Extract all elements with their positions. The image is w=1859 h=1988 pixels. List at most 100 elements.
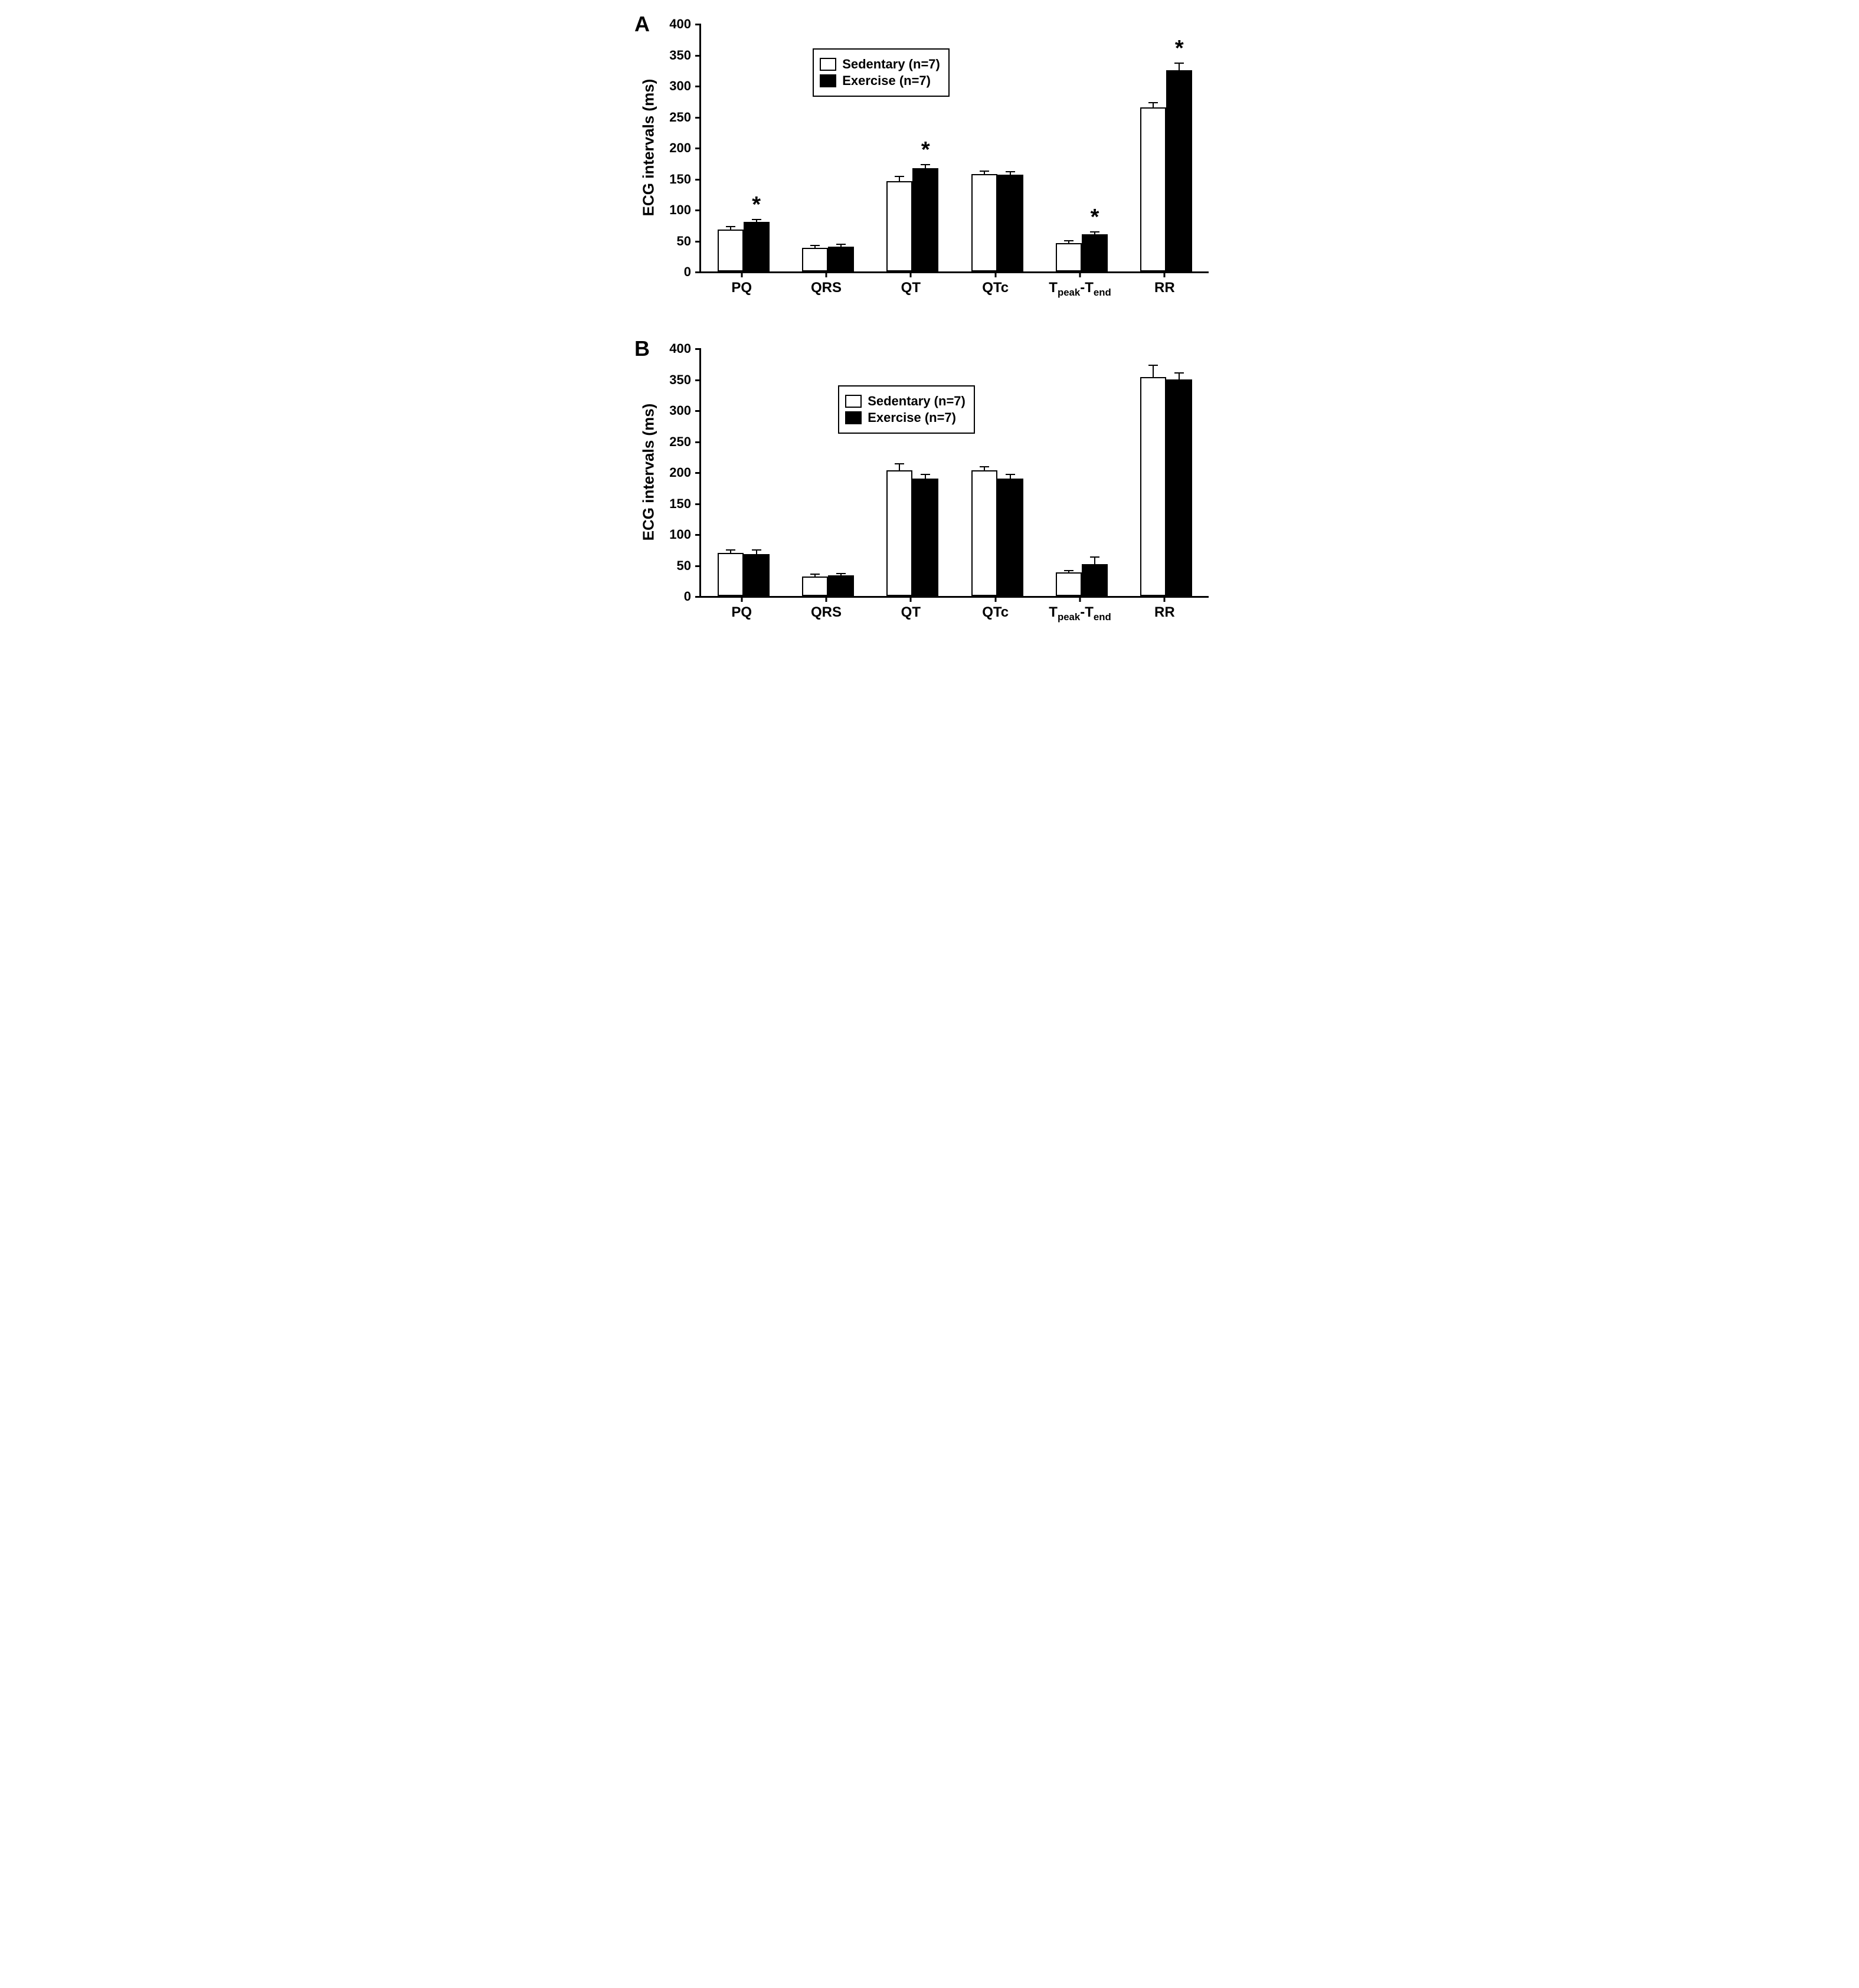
y-tick-label: 50 (677, 558, 691, 574)
significance-marker: * (752, 192, 761, 218)
sedentary-error-cap (895, 176, 904, 177)
significance-marker: * (1091, 205, 1099, 230)
y-tick-label: 0 (684, 589, 691, 604)
x-tick-mark (741, 271, 742, 277)
exercise-error-cap (836, 573, 846, 574)
bar-exercise (828, 247, 854, 271)
bar-sedentary (971, 470, 997, 596)
legend-text: Exercise (n=7) (868, 410, 956, 425)
panel-A: AECG intervals (ms)050100150200250300350… (634, 12, 1225, 319)
y-tick-label: 0 (684, 264, 691, 280)
exercise-error-cap (1174, 372, 1184, 374)
legend-row: Exercise (n=7) (820, 73, 940, 89)
sedentary-error-stem (984, 172, 985, 174)
x-category-label: Tpeak-Tend (1049, 604, 1111, 623)
sedentary-error-stem (730, 227, 731, 229)
y-tick-label: 100 (669, 202, 691, 218)
bar-exercise (744, 554, 770, 596)
exercise-error-cap (1006, 171, 1015, 172)
sedentary-error-stem (1153, 366, 1154, 377)
exercise-error-cap (836, 244, 846, 245)
exercise-error-cap (1090, 556, 1099, 558)
bar-exercise (1082, 564, 1108, 596)
legend-row: Exercise (n=7) (845, 410, 965, 425)
sedentary-error-cap (1064, 570, 1073, 571)
legend: Sedentary (n=7)Exercise (n=7) (838, 385, 975, 434)
exercise-error-stem (840, 574, 842, 575)
bar-sedentary (1140, 107, 1166, 271)
sedentary-error-cap (895, 463, 904, 464)
bar-sedentary (802, 248, 828, 271)
x-tick-mark (910, 271, 912, 277)
x-tick-mark (1079, 596, 1081, 602)
bars-layer: **** (701, 24, 1209, 271)
exercise-error-stem (840, 245, 842, 247)
x-tick-mark (1079, 271, 1081, 277)
sedentary-error-stem (1068, 241, 1069, 243)
x-tick-mark (1164, 271, 1166, 277)
sedentary-error-stem (1068, 571, 1069, 572)
legend-text: Sedentary (n=7) (868, 394, 965, 409)
x-category-label: PQ (731, 280, 752, 296)
sedentary-error-stem (814, 246, 816, 248)
y-tick-label: 300 (669, 78, 691, 94)
sedentary-error-stem (814, 575, 816, 577)
x-labels: PQQRSQTQTcTpeak-TendRR (699, 276, 1207, 312)
x-tick-mark (994, 596, 996, 602)
y-tick-label: 400 (669, 17, 691, 32)
exercise-error-cap (1090, 231, 1099, 232)
y-ticks: 050100150200250300350400 (634, 24, 699, 271)
y-tick-label: 400 (669, 341, 691, 356)
legend-text: Exercise (n=7) (842, 73, 931, 89)
legend-swatch (845, 411, 862, 424)
sedentary-error-cap (810, 245, 820, 246)
exercise-error-cap (921, 474, 930, 475)
exercise-error-stem (925, 165, 926, 168)
x-category-label: QT (901, 604, 921, 621)
bar-exercise (1166, 379, 1192, 597)
exercise-error-stem (1094, 558, 1095, 565)
x-category-label: RR (1154, 604, 1175, 621)
panel-B: BECG intervals (ms)050100150200250300350… (634, 336, 1225, 643)
sedentary-error-cap (1148, 102, 1158, 103)
sedentary-error-cap (1148, 365, 1158, 366)
legend-row: Sedentary (n=7) (845, 394, 965, 409)
significance-marker: * (921, 137, 930, 163)
y-tick-label: 150 (669, 496, 691, 512)
sedentary-error-cap (726, 226, 735, 227)
x-category-label: RR (1154, 280, 1175, 296)
sedentary-error-cap (980, 466, 989, 467)
sedentary-error-cap (980, 171, 989, 172)
sedentary-error-stem (730, 551, 731, 552)
bar-exercise (912, 479, 938, 597)
exercise-error-cap (752, 549, 761, 551)
bar-exercise (1082, 234, 1108, 271)
y-tick-label: 50 (677, 234, 691, 249)
x-category-label: PQ (731, 604, 752, 621)
y-tick-label: 150 (669, 172, 691, 187)
bar-sedentary (1140, 377, 1166, 596)
y-tick-label: 350 (669, 48, 691, 63)
figure-container: AECG intervals (ms)050100150200250300350… (634, 12, 1225, 643)
bar-exercise (828, 575, 854, 596)
bar-sedentary (971, 174, 997, 271)
x-category-label: QTc (982, 280, 1009, 296)
sedentary-error-stem (984, 467, 985, 470)
y-tick-label: 200 (669, 465, 691, 480)
bar-sedentary (718, 230, 744, 271)
exercise-error-stem (1179, 374, 1180, 379)
sedentary-error-cap (1064, 240, 1073, 241)
bar-sedentary (1056, 243, 1082, 271)
bar-sedentary (718, 553, 744, 597)
exercise-error-stem (756, 551, 757, 554)
bar-sedentary (886, 470, 912, 596)
exercise-error-stem (1010, 475, 1011, 478)
exercise-error-cap (921, 164, 930, 165)
sedentary-error-stem (899, 464, 900, 470)
x-tick-mark (1164, 596, 1166, 602)
x-category-label: QTc (982, 604, 1009, 621)
y-ticks: 050100150200250300350400 (634, 348, 699, 596)
x-category-label: Tpeak-Tend (1049, 280, 1111, 299)
exercise-error-stem (756, 220, 757, 222)
x-tick-mark (910, 596, 912, 602)
